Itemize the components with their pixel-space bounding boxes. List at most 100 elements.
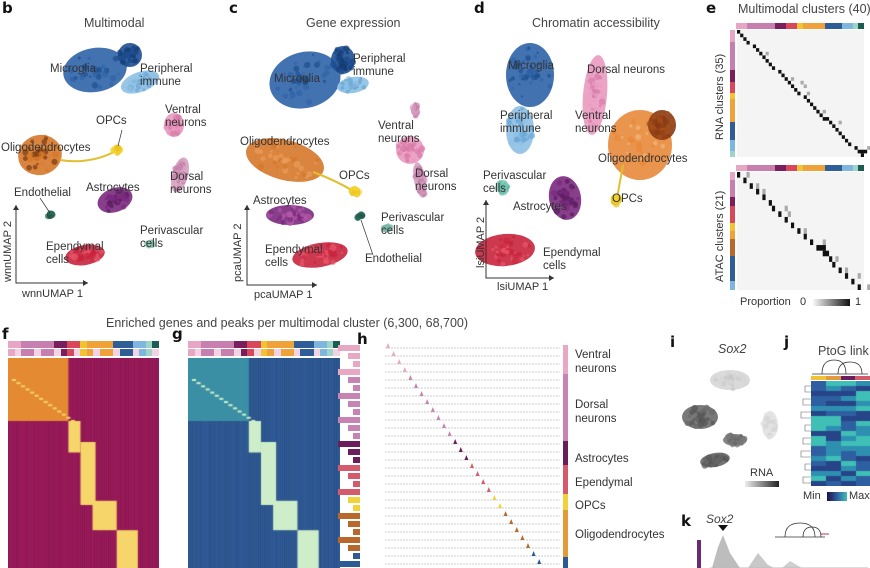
e-rna-side-strip [730, 30, 735, 157]
e-atac-label: ATAC clusters (21) [714, 190, 726, 282]
strip-cell [730, 145, 735, 152]
e-bottom-cluster-strip [736, 165, 864, 171]
strip-cell [819, 165, 825, 171]
strip-cell [333, 349, 341, 356]
proportion-label: Proportion [740, 296, 791, 308]
group-bar-segment [563, 510, 568, 557]
h-group-label: Ventral neurons [575, 349, 617, 375]
strip-cell [60, 341, 68, 348]
strip-cell [730, 222, 735, 231]
strip-cell [730, 110, 735, 117]
track-peak [514, 527, 519, 532]
track-peak [391, 351, 396, 356]
heatmap-cell [867, 146, 870, 150]
heatmap-cell [860, 153, 864, 157]
heatmap-cell [746, 172, 750, 178]
microglia-cluster [506, 43, 554, 107]
dendro-branch [802, 398, 811, 406]
ptog-colorbar [827, 492, 847, 501]
strip-cell [313, 349, 321, 356]
i-legend-label: RNA [750, 467, 774, 479]
strip-cell [34, 349, 41, 356]
heatmap-cell [784, 77, 788, 81]
strip-cell [730, 180, 735, 189]
cluster-label: Peripheral immune [500, 110, 553, 135]
strip-cell [730, 197, 735, 206]
heatmap-cell [813, 106, 817, 110]
strip-cell [53, 349, 61, 356]
track-bar [338, 345, 360, 351]
strip-cell [73, 349, 81, 356]
strip-cell [730, 188, 735, 198]
track-peak [453, 439, 458, 444]
d-ylabel: lsiUMAP 2 [475, 216, 487, 268]
strip-cell [730, 133, 735, 140]
panel-c-letter: c [229, 0, 238, 17]
peripheral-immune-cluster [337, 76, 369, 94]
perivascular-cluster [494, 180, 511, 196]
opc-cluster [348, 185, 363, 198]
track-bar [348, 545, 360, 551]
group-bar-segment [563, 345, 568, 374]
strip-cell [730, 87, 735, 94]
strip-cell [47, 349, 54, 356]
strip-cell [802, 23, 809, 29]
panel-j-letter: j [784, 333, 790, 351]
track-bar [353, 409, 360, 415]
strip-cell [113, 341, 120, 348]
track-bar [348, 401, 360, 407]
endothelial-pointer [360, 219, 374, 256]
cluster-label: Microglia [50, 63, 97, 75]
cluster-label: Peripheral immune [353, 53, 406, 78]
f-cluster-strip-1 [8, 341, 159, 348]
heatmap-cell [746, 40, 750, 45]
heatmap-cell [743, 177, 747, 184]
strip-cell [825, 165, 831, 171]
strip-cell [60, 349, 68, 356]
track-bar [348, 425, 360, 431]
ependymal-cluster [292, 242, 348, 268]
strip-cell [287, 341, 294, 348]
strip-cell [152, 341, 159, 348]
track-bar [338, 513, 360, 519]
strip-cell [758, 165, 764, 171]
strip-cell [730, 214, 735, 223]
strip-cell [214, 349, 222, 356]
umap-chromatin [475, 43, 676, 281]
strip-cell [752, 23, 759, 29]
strip-cell [119, 341, 127, 348]
heatmap-cell [768, 200, 772, 206]
heatmap-cell [756, 48, 760, 52]
cluster-label: Astrocytes [253, 195, 307, 207]
cluster-label: Ependymal cells [46, 241, 104, 266]
heatmap-cell [854, 146, 858, 150]
endothelial-pointer [39, 197, 51, 214]
strip-cell [188, 349, 195, 356]
c-xlabel: pcaUMAP 1 [254, 289, 313, 301]
perivascular-cluster [380, 223, 394, 233]
ventral-neuron-cluster [163, 113, 184, 137]
strip-cell [273, 349, 281, 356]
heatmap-cell [851, 278, 855, 285]
peak-heatmap [188, 358, 340, 568]
oligo-dark [646, 110, 676, 140]
cluster-label: Endothelial [14, 187, 71, 199]
strip-cell [730, 273, 735, 282]
strip-cell [280, 349, 288, 356]
heatmap-cell [737, 30, 741, 34]
heatmap-cell [756, 183, 760, 189]
strip-cell [730, 247, 735, 257]
dorsal-neuron-cluster [170, 157, 190, 193]
track-peak [386, 343, 390, 348]
cluster-label: OPCs [612, 193, 643, 205]
heatmap-cell [829, 120, 833, 125]
strip-cell [730, 151, 735, 157]
b-ylabel: wnnUMAP 2 [2, 221, 14, 282]
strip-cell [227, 349, 235, 356]
j-dendrogram [800, 385, 811, 484]
strip-cell [730, 239, 735, 248]
strip-cell [763, 23, 770, 29]
strip-cell [813, 23, 820, 29]
h-group-label: Dorsal neurons [575, 399, 617, 425]
strip-cell [730, 172, 735, 181]
